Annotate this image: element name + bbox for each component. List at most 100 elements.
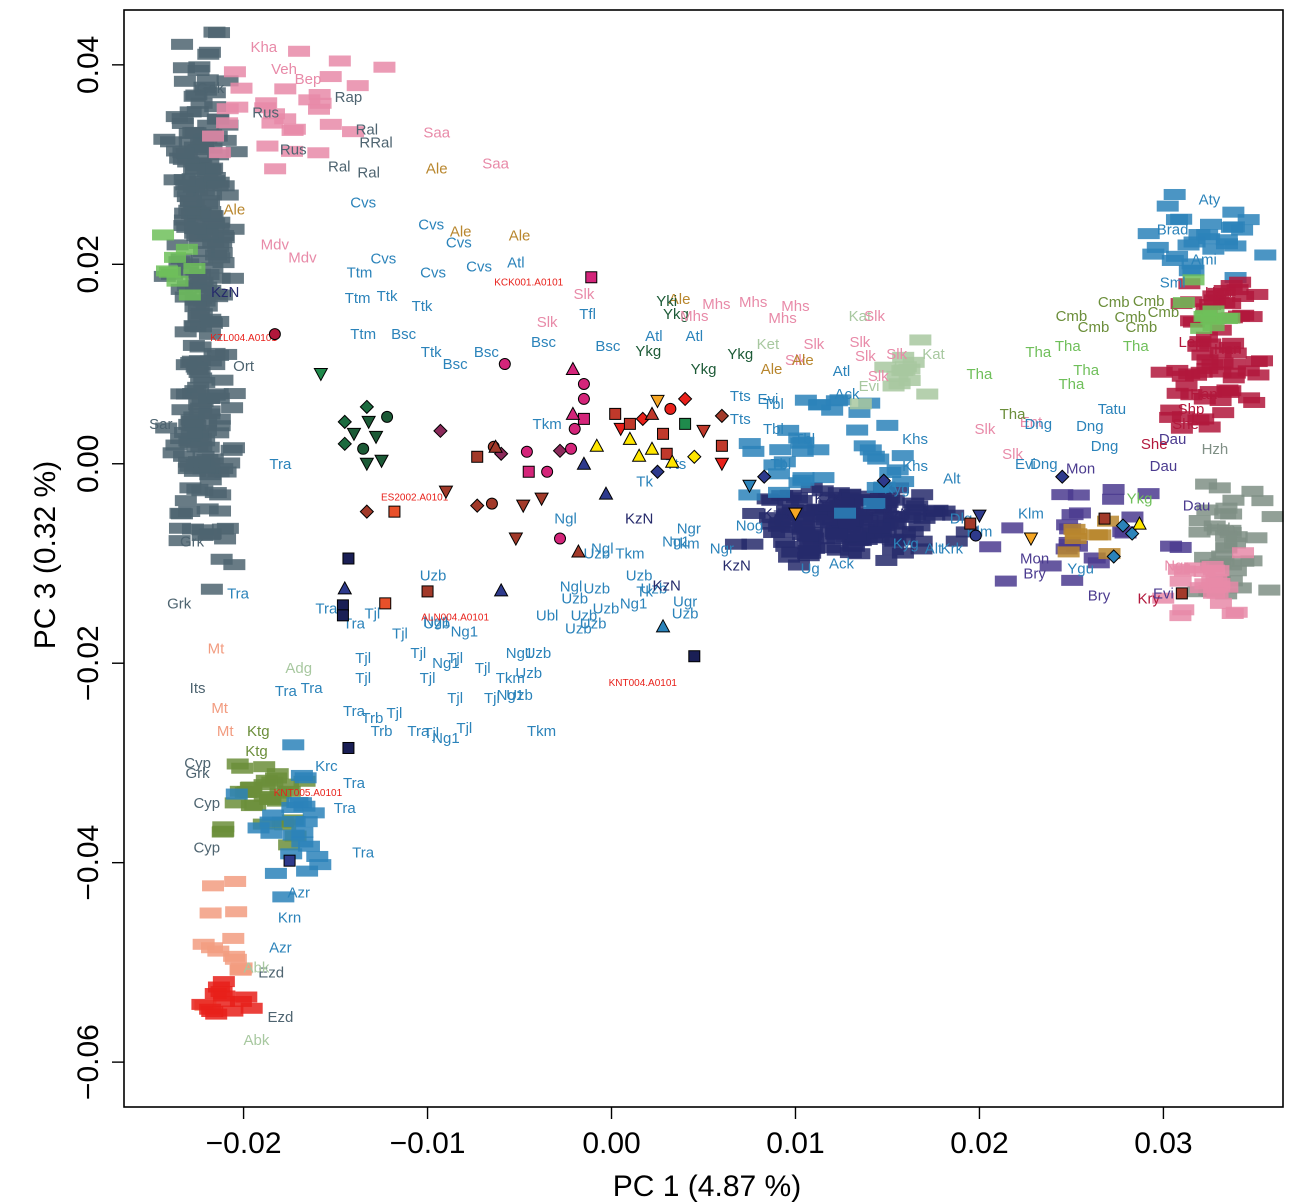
population-label: KzN <box>211 284 239 301</box>
cloud-point <box>196 74 219 86</box>
cloud-point <box>843 540 866 552</box>
population-label: Ng1 <box>662 534 690 551</box>
sample-marker-diamond <box>337 414 352 430</box>
cloud-point <box>1223 358 1246 370</box>
cloud-point <box>210 289 233 301</box>
cloud-point <box>253 761 276 773</box>
population-label: Uzb <box>583 580 610 597</box>
population-label: Rus <box>252 105 279 122</box>
cloud-point <box>738 438 761 450</box>
population-label: Dng <box>1076 418 1104 435</box>
sample-marker-triangle-up <box>337 580 353 595</box>
sample-marker-square <box>715 439 728 452</box>
cloud-point <box>1261 511 1284 523</box>
cloud-point <box>170 388 193 400</box>
cloud-point <box>1222 494 1245 506</box>
cloud-point <box>738 489 761 501</box>
cloud-point <box>837 514 860 526</box>
cloud-point <box>834 507 857 519</box>
population-label: Slk <box>785 352 806 369</box>
cloud-point <box>1229 276 1252 288</box>
cloud-point <box>742 445 765 457</box>
population-label: Mdv <box>288 249 317 266</box>
y-tick-label: 0.00 <box>72 435 105 493</box>
cloud-point <box>1166 250 1189 262</box>
population-label: KzN <box>625 511 653 528</box>
population-label: Ral <box>328 159 351 176</box>
sample-marker-square <box>964 517 977 530</box>
cloud-point <box>188 175 211 187</box>
cloud-point <box>207 349 230 361</box>
cloud-point <box>893 527 916 539</box>
cloud-point <box>994 575 1017 587</box>
cloud-point <box>173 214 196 226</box>
sample-marker-diamond <box>687 449 702 464</box>
cloud-point <box>193 81 216 93</box>
population-label: Mt <box>208 640 225 657</box>
cloud-point <box>164 251 187 263</box>
cloud-point <box>225 788 248 800</box>
population-label: Bsc <box>391 326 417 343</box>
cloud-point <box>1160 404 1183 416</box>
population-label: Trb <box>361 710 383 727</box>
cloud-point <box>1150 366 1173 378</box>
cloud-point <box>282 739 305 751</box>
population-label: Ttm <box>345 290 371 307</box>
cloud-point <box>256 140 279 152</box>
cloud-point <box>201 162 224 174</box>
cloud-point <box>848 406 871 418</box>
population-label: Atl <box>833 363 851 380</box>
population-label: Rus <box>280 142 307 159</box>
sample-marker-circle <box>381 410 394 423</box>
x-axis-title: PC 1 (4.87 %) <box>613 1170 801 1202</box>
population-label: Uzb <box>626 567 653 584</box>
cloud-point <box>1251 495 1274 507</box>
cloud-point <box>226 101 249 113</box>
population-label: Tbl <box>794 431 815 448</box>
cloud-point <box>1258 584 1281 596</box>
sample-marker-square <box>379 597 392 610</box>
cloud-point <box>773 536 796 548</box>
cloud-point <box>1254 249 1277 261</box>
cloud-point <box>1169 575 1192 587</box>
cloud-point <box>1170 422 1193 434</box>
sample-marker-triangle-down <box>438 485 454 500</box>
cloud-point <box>1085 529 1108 541</box>
population-label: Grk <box>186 765 211 782</box>
cloud-point <box>182 339 205 351</box>
population-label: Adg <box>285 660 312 677</box>
population-label: Ale <box>426 161 448 178</box>
cloud-point <box>911 489 934 501</box>
cloud-point <box>278 785 301 797</box>
cloud-point <box>180 427 203 439</box>
cloud-point <box>926 504 949 516</box>
cloud-point <box>818 500 841 512</box>
cloud-point <box>187 144 210 156</box>
cloud-point <box>168 522 191 534</box>
cloud-point <box>278 839 301 851</box>
cloud-point <box>908 520 931 532</box>
sample-marker-circle <box>577 377 590 390</box>
population-label: Cmb <box>1098 294 1130 311</box>
cloud-point <box>792 510 815 522</box>
cloud-point <box>821 404 844 416</box>
cloud-point <box>197 119 220 131</box>
cloud-point <box>255 774 278 786</box>
cloud-point <box>825 395 848 407</box>
population-label: KzN <box>882 506 910 523</box>
population-label: Tkm <box>527 723 556 740</box>
population-label: Dau <box>1183 498 1211 515</box>
cloud-point <box>1219 298 1242 310</box>
cloud-point <box>328 55 351 67</box>
cloud-point <box>882 494 905 506</box>
cloud-point <box>200 583 223 595</box>
population-label: Mhs <box>702 296 730 313</box>
cloud-point <box>825 528 848 540</box>
cloud-point <box>1198 421 1221 433</box>
cloud-point <box>223 66 246 78</box>
population-label: Cmb <box>1126 319 1158 336</box>
cloud-point <box>787 559 810 571</box>
cloud-point <box>853 440 876 452</box>
cloud-point <box>214 466 237 478</box>
sample-marker-square <box>679 417 692 430</box>
